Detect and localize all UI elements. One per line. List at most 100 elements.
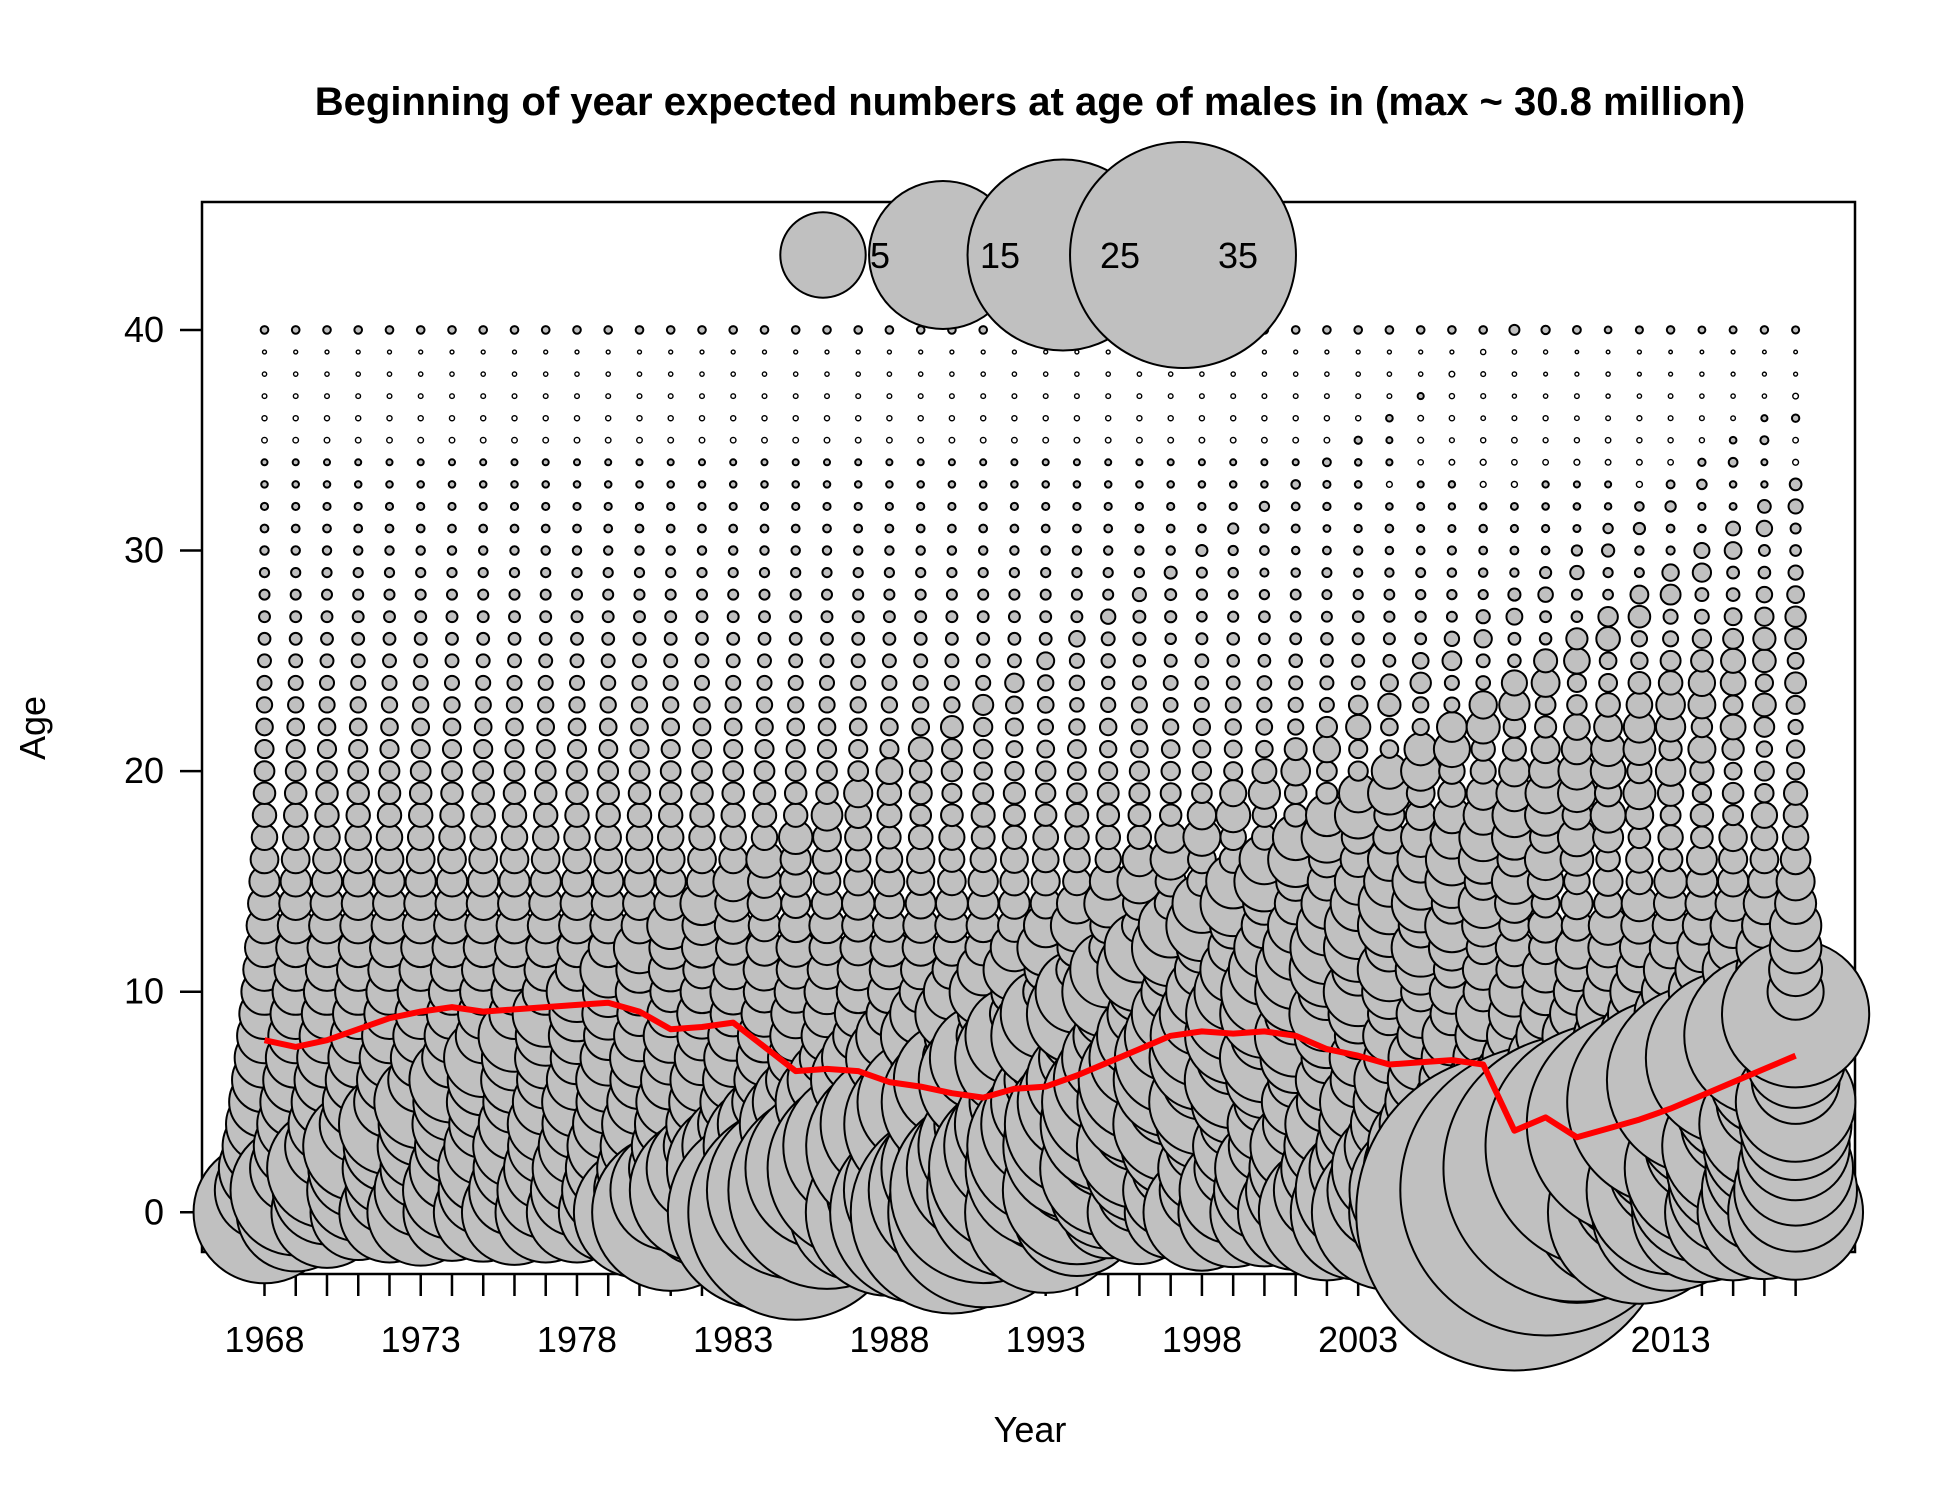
bubble-point	[320, 610, 334, 624]
bubble-point	[1162, 697, 1179, 713]
bubble-point	[853, 480, 863, 489]
bubble-point	[1448, 370, 1456, 378]
bubble-point	[691, 739, 713, 760]
bubble-point	[600, 653, 616, 669]
bubble-point	[291, 480, 300, 489]
bubble-point	[697, 501, 707, 511]
bubble-point	[1541, 502, 1550, 511]
bubble-point	[855, 349, 861, 355]
bubble-point	[1667, 436, 1674, 444]
bubble-point	[980, 349, 986, 355]
bubble-point	[792, 371, 799, 377]
bubble-point	[1604, 480, 1613, 489]
bubble-point	[667, 393, 674, 400]
bubble-point	[724, 696, 742, 714]
bubble-point	[602, 567, 614, 579]
bubble-point	[1754, 606, 1775, 627]
bubble-point	[1511, 458, 1518, 466]
bubble-point	[1002, 803, 1026, 827]
bubble-point	[1595, 692, 1621, 718]
bubble-point	[884, 325, 895, 335]
bubble-point	[947, 480, 957, 489]
bubble-point	[383, 567, 396, 579]
bubble-point	[626, 802, 653, 828]
bubble-point	[353, 523, 364, 534]
bubble-point	[911, 717, 931, 737]
bubble-point	[1691, 628, 1713, 649]
bubble-point	[1192, 717, 1212, 737]
bubble-point	[689, 802, 715, 828]
bubble-point	[949, 371, 955, 377]
bubble-point	[1509, 567, 1520, 578]
bubble-point	[438, 823, 466, 852]
bubble-point	[756, 674, 773, 691]
bubble-point	[449, 349, 455, 355]
bubble-point	[1322, 325, 1332, 335]
bubble-point	[977, 545, 989, 556]
bubble-point	[1073, 393, 1080, 400]
bubble-point	[761, 393, 768, 400]
bubble-point	[385, 458, 394, 467]
bubble-point	[474, 696, 492, 714]
bubble-point	[1261, 414, 1268, 422]
bubble-point	[605, 349, 611, 355]
y-tick-label: 30	[124, 530, 164, 571]
bubble-point	[291, 501, 301, 511]
bubble-point	[511, 393, 518, 400]
bubble-point	[760, 458, 769, 467]
bubble-point	[816, 739, 838, 760]
bubble-point	[1009, 545, 1020, 556]
bubble-point	[848, 717, 868, 737]
bubble-point	[532, 802, 559, 828]
bubble-point	[820, 631, 834, 646]
bubble-point	[1289, 632, 1303, 646]
bubble-point	[348, 717, 368, 737]
bubble-point	[418, 349, 424, 355]
bubble-point	[824, 371, 830, 377]
bubble-point	[1227, 566, 1239, 579]
bubble-point	[1753, 716, 1776, 738]
bubble-point	[1719, 713, 1747, 741]
bubble-point	[501, 802, 528, 828]
bubble-point	[917, 393, 924, 400]
bubble-point	[1690, 825, 1714, 850]
bubble-point	[1163, 653, 1178, 668]
bubble-point	[507, 631, 522, 646]
bubble-point	[1687, 668, 1717, 698]
bubble-point	[253, 760, 276, 782]
bubble-point	[758, 588, 771, 601]
bubble-point	[1634, 325, 1644, 335]
bubble-point	[1698, 415, 1705, 422]
bubble-point	[1469, 757, 1497, 785]
bubble-point	[1320, 632, 1334, 646]
bubble-point	[1699, 371, 1705, 377]
bubble-point	[478, 480, 488, 489]
bubble-point	[568, 696, 586, 714]
bubble-point	[1010, 436, 1018, 444]
bubble-point	[1230, 393, 1237, 400]
bubble-point	[510, 458, 519, 467]
bubble-point	[475, 674, 492, 691]
bubble-point	[978, 523, 989, 534]
bubble-point	[540, 567, 552, 579]
bubble-point	[1634, 545, 1645, 556]
bubble-point	[883, 567, 896, 579]
bubble-point	[1351, 632, 1365, 646]
bubble-point	[412, 674, 429, 691]
bubble-point	[1354, 414, 1362, 422]
bubble-point	[1105, 393, 1112, 400]
bubble-point	[509, 325, 520, 335]
bubble-point	[751, 802, 778, 828]
bubble-point	[1259, 567, 1270, 578]
bubble-point	[636, 414, 643, 422]
bubble-point	[1722, 627, 1745, 650]
bubble-point	[1721, 737, 1745, 761]
bubble-point	[1380, 717, 1399, 737]
bubble-point	[1632, 521, 1647, 536]
bubble-point	[442, 717, 462, 737]
legend-label: 15	[980, 235, 1020, 276]
bubble-point	[785, 739, 806, 760]
bubble-point	[1261, 371, 1268, 377]
bubble-point	[1259, 545, 1270, 556]
bubble-point	[752, 781, 777, 805]
